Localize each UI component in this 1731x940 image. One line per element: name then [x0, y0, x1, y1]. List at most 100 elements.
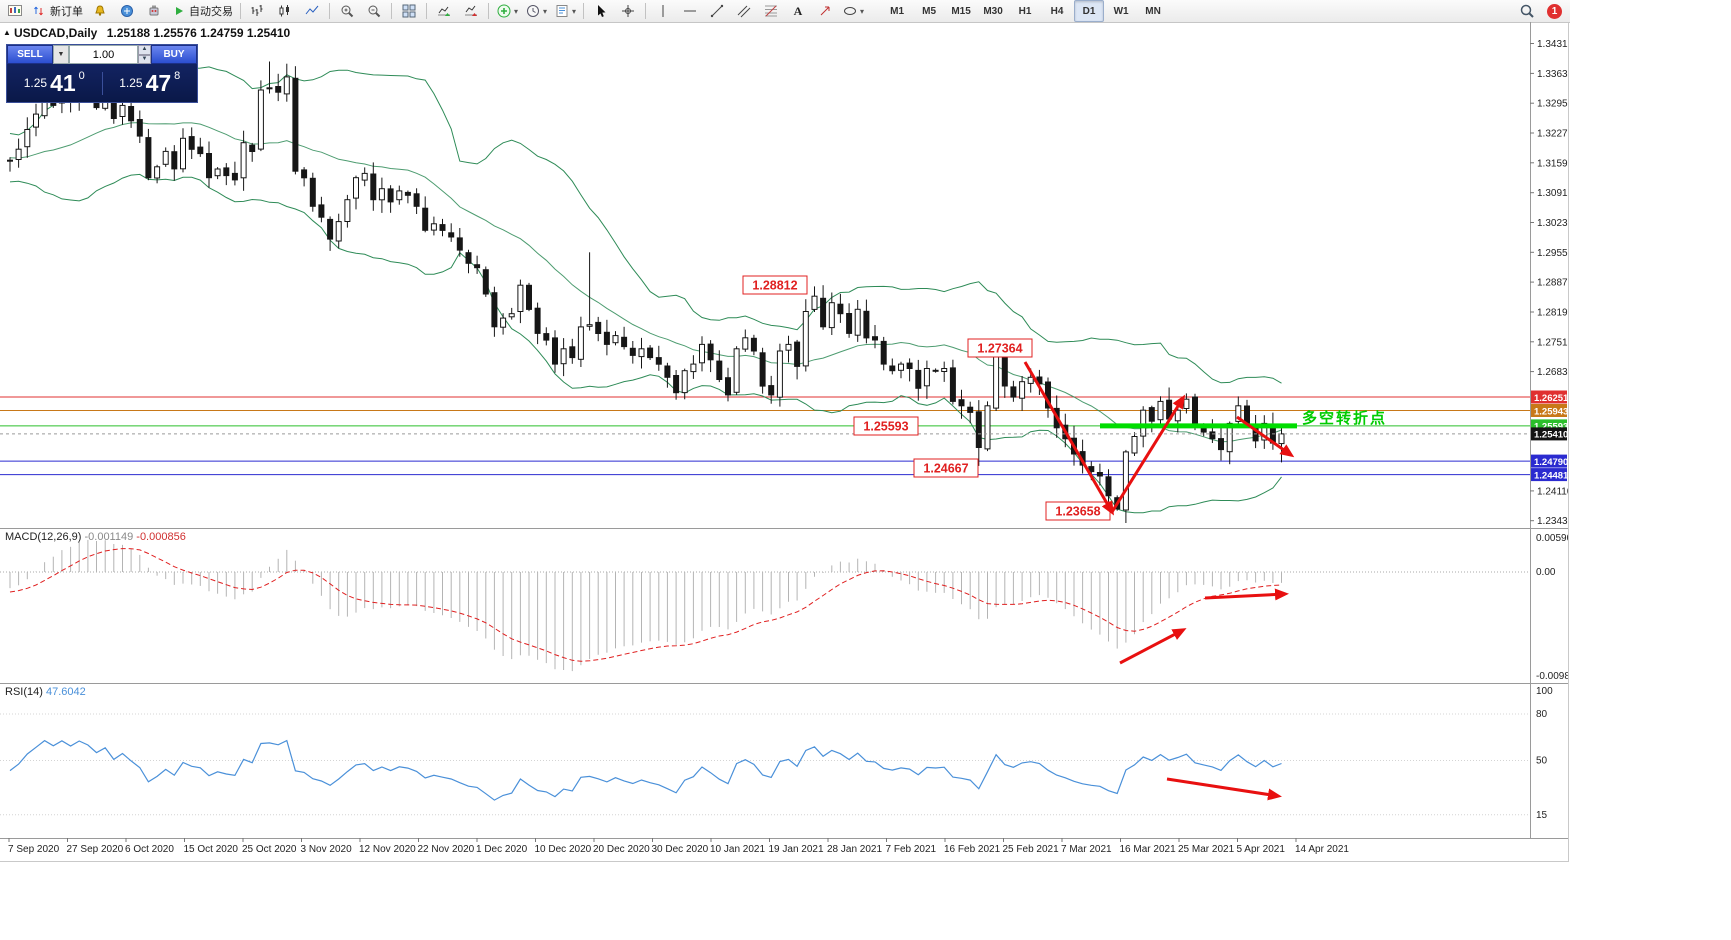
macd-indicator-label: MACD(12,26,9) -0.001149 -0.000856	[5, 531, 186, 543]
candle-body	[794, 341, 801, 367]
price-axis-label: 1.31590	[1537, 158, 1568, 169]
volume-preset-dropdown[interactable]: ▼	[53, 45, 69, 64]
candlestick-chart-button[interactable]	[272, 0, 298, 22]
timeframe-m30-button[interactable]: M30	[983, 5, 1003, 17]
timeframe-h4-button[interactable]: H4	[1050, 5, 1064, 17]
indicators-button[interactable]: ▾	[493, 0, 521, 22]
sell-button[interactable]: SELL	[7, 45, 53, 64]
candle-body	[240, 142, 247, 179]
trendline-button[interactable]	[704, 0, 730, 22]
candle-body	[629, 347, 636, 356]
chart-shift-button[interactable]	[458, 0, 484, 22]
candle-body	[119, 104, 126, 118]
volume-input[interactable]	[69, 45, 138, 64]
trendline-icon	[710, 4, 724, 18]
text-button[interactable]: A	[785, 0, 811, 22]
alerts-button[interactable]	[87, 0, 113, 22]
axis-price-tag	[1531, 427, 1567, 441]
timeframe-mn-button[interactable]: MN	[1145, 5, 1161, 17]
expert-icon	[149, 5, 159, 16]
toolbar-separator	[240, 3, 241, 19]
axis-price-tag	[1531, 404, 1567, 417]
notification-badge[interactable]: 1	[1547, 3, 1562, 19]
candle-body	[811, 295, 818, 310]
candle-body	[370, 173, 377, 201]
timeframe-m15-button[interactable]: M15	[951, 5, 971, 17]
channel-button[interactable]	[731, 0, 757, 22]
candle-body	[820, 297, 827, 328]
timeframe-m1-button[interactable]: M1	[890, 5, 905, 17]
auto-scroll-icon	[438, 6, 450, 16]
sell-price[interactable]: 1.25 41 0	[23, 69, 85, 96]
horizontal-line-button[interactable]	[677, 0, 703, 22]
chart-shift-icon	[465, 5, 477, 16]
hline-icon	[684, 10, 697, 12]
chart-symbol-title: USDCAD,Daily 1.25188 1.25576 1.24759 1.2…	[14, 26, 290, 40]
rsi-axis-label: 15	[1536, 810, 1548, 821]
rsi-axis-label: 80	[1536, 709, 1548, 720]
timeframe-w1-button[interactable]: W1	[1113, 5, 1129, 17]
volume-up-button[interactable]: ▲	[138, 45, 151, 55]
timeframe-h1-button[interactable]: H1	[1018, 5, 1032, 17]
vline-icon	[662, 5, 664, 17]
toolbar-separator	[426, 3, 427, 19]
candle-body	[1010, 386, 1017, 398]
candle-body	[15, 148, 22, 160]
price-chart[interactable]: 1.28812 1.27364 1.25593 1.24667 1.23658 多空转折点…	[0, 22, 1568, 862]
expert-advisors-button[interactable]	[141, 0, 167, 22]
periods-button[interactable]: ▾	[522, 0, 550, 22]
trend-arrow	[1166, 777, 1282, 801]
timeframe-m5-button[interactable]: M5	[922, 5, 937, 17]
search-button[interactable]	[1514, 0, 1540, 22]
market-watch-icon	[121, 5, 133, 17]
volume-down-button[interactable]: ▼	[138, 54, 151, 64]
candle-body	[1174, 409, 1181, 422]
auto-scroll-button[interactable]	[431, 0, 457, 22]
date-label: 25 Mar 2021	[1178, 844, 1235, 855]
new-order-button[interactable]: 新订单	[29, 0, 86, 22]
crosshair-button[interactable]	[615, 0, 641, 22]
chart-window-button[interactable]	[2, 0, 28, 22]
axis-price-tag	[1531, 468, 1567, 482]
candle-body	[500, 317, 507, 328]
trend-arrows[interactable]	[1023, 361, 1295, 516]
trend-arrow	[1204, 588, 1289, 601]
tile-windows-button[interactable]	[396, 0, 422, 22]
one-click-toggle[interactable]: ▲	[3, 28, 11, 37]
candle-body	[768, 385, 775, 396]
candle-body	[880, 340, 887, 365]
rsi-arrows[interactable]	[1166, 777, 1282, 801]
candle-body	[292, 77, 299, 172]
candle-body	[422, 207, 429, 231]
macd-arrows[interactable]	[1119, 588, 1289, 665]
arrows-button[interactable]	[812, 0, 838, 22]
buy-price[interactable]: 1.25 47 8	[101, 70, 198, 95]
price-label-box	[742, 275, 808, 295]
market-watch-button[interactable]	[114, 0, 140, 22]
zoom-in-button[interactable]	[334, 0, 360, 22]
price-annotations[interactable]: 1.28812 1.27364 1.25593 1.24667 1.23658	[742, 275, 1111, 521]
buy-button[interactable]: BUY	[151, 45, 197, 64]
candles[interactable]	[7, 61, 1285, 524]
bollinger-upper-band	[9, 66, 1282, 384]
horizontal-lines[interactable]	[0, 396, 1530, 476]
fibonacci-button[interactable]	[758, 0, 784, 22]
autotrading-button[interactable]: 自动交易	[168, 0, 236, 22]
line-chart-button[interactable]	[299, 0, 325, 22]
date-label: 10 Dec 2020	[535, 844, 592, 855]
shapes-button[interactable]: ▾	[839, 0, 867, 22]
candle-body	[932, 369, 939, 372]
candle-body	[154, 166, 161, 179]
turning-point-note: 多空转折点	[1302, 409, 1387, 427]
templates-button[interactable]: ▾	[551, 0, 579, 22]
one-click-trading-panel: SELL ▼ ▲ ▼ BUY 1.25 41 0	[6, 44, 198, 103]
candle-body	[759, 352, 766, 387]
chart-area[interactable]: 1.28812 1.27364 1.25593 1.24667 1.23658 多空转折点…	[0, 22, 1568, 862]
candle-body	[283, 76, 290, 95]
cursor-button[interactable]	[588, 0, 614, 22]
zoom-out-button[interactable]	[361, 0, 387, 22]
timeframe-d1-button[interactable]: D1	[1074, 0, 1105, 22]
candle-body	[725, 377, 731, 396]
vertical-line-button[interactable]	[650, 0, 676, 22]
bar-chart-button[interactable]	[245, 0, 271, 22]
